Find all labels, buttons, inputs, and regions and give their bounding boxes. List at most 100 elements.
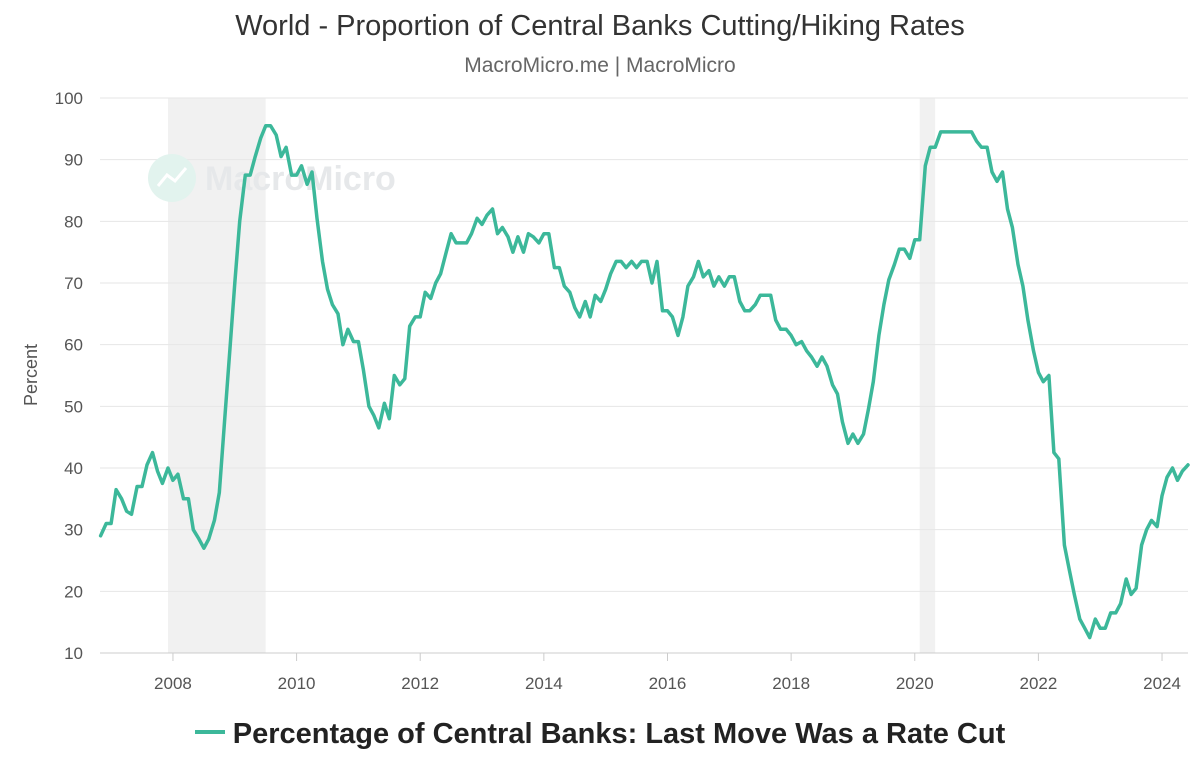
data-point[interactable] — [1078, 618, 1081, 620]
data-point[interactable] — [620, 260, 622, 263]
data-point[interactable] — [666, 309, 669, 312]
data-point[interactable] — [326, 288, 329, 291]
data-point[interactable] — [1150, 519, 1153, 522]
data-point[interactable] — [1176, 479, 1179, 482]
data-point[interactable] — [1032, 349, 1035, 352]
data-point[interactable] — [115, 488, 117, 491]
data-point[interactable] — [821, 356, 823, 358]
data-point[interactable] — [136, 485, 139, 488]
data-point[interactable] — [1088, 636, 1091, 639]
data-point[interactable] — [558, 266, 561, 269]
data-point[interactable] — [507, 235, 509, 238]
data-point[interactable] — [455, 242, 457, 244]
data-point[interactable] — [543, 232, 545, 235]
data-point[interactable] — [1104, 627, 1107, 630]
data-point[interactable] — [939, 131, 942, 133]
data-point[interactable] — [393, 374, 396, 377]
data-point[interactable] — [898, 248, 901, 251]
data-point[interactable] — [986, 146, 988, 149]
data-point[interactable] — [1161, 494, 1163, 497]
data-point[interactable] — [991, 171, 993, 173]
data-point[interactable] — [661, 309, 664, 312]
data-point[interactable] — [496, 232, 499, 235]
data-point[interactable] — [862, 433, 865, 435]
data-point[interactable] — [1181, 470, 1184, 472]
data-point[interactable] — [321, 260, 324, 263]
data-point[interactable] — [187, 497, 190, 500]
data-point[interactable] — [682, 316, 684, 318]
data-point[interactable] — [692, 275, 695, 278]
data-point[interactable] — [816, 365, 818, 368]
data-point[interactable] — [213, 519, 216, 522]
data-point[interactable] — [445, 251, 448, 254]
data-point[interactable] — [429, 297, 432, 300]
data-point[interactable] — [769, 294, 772, 297]
data-point[interactable] — [342, 343, 344, 346]
data-point[interactable] — [656, 260, 658, 263]
data-point[interactable] — [1094, 618, 1097, 620]
data-point[interactable] — [805, 349, 808, 352]
data-point[interactable] — [929, 146, 932, 149]
data-point[interactable] — [249, 174, 252, 177]
data-point[interactable] — [887, 279, 890, 281]
data-point[interactable] — [1130, 593, 1132, 596]
data-point[interactable] — [646, 260, 648, 263]
data-point[interactable] — [970, 131, 973, 133]
data-point[interactable] — [357, 340, 360, 343]
data-point[interactable] — [238, 220, 241, 223]
data-point[interactable] — [594, 294, 597, 297]
data-point[interactable] — [1135, 587, 1137, 590]
data-point[interactable] — [563, 285, 566, 287]
data-point[interactable] — [774, 319, 777, 321]
data-point[interactable] — [398, 383, 401, 386]
data-point[interactable] — [553, 266, 556, 269]
data-point[interactable] — [352, 340, 355, 343]
data-point[interactable] — [1022, 285, 1024, 287]
data-point[interactable] — [233, 282, 236, 284]
data-point[interactable] — [110, 522, 112, 525]
data-point[interactable] — [1083, 627, 1086, 630]
data-point[interactable] — [615, 260, 618, 263]
data-point[interactable] — [161, 482, 164, 485]
data-point[interactable] — [141, 485, 143, 488]
data-point[interactable] — [156, 470, 159, 472]
data-point[interactable] — [1048, 374, 1050, 377]
data-point[interactable] — [1017, 263, 1019, 266]
data-point[interactable] — [630, 260, 633, 263]
data-point[interactable] — [743, 309, 746, 312]
data-point[interactable] — [1187, 464, 1189, 466]
data-point[interactable] — [609, 272, 612, 275]
data-point[interactable] — [785, 328, 788, 331]
data-point[interactable] — [944, 131, 947, 133]
data-point[interactable] — [362, 368, 365, 371]
data-point[interactable] — [532, 235, 535, 238]
data-point[interactable] — [146, 464, 148, 466]
data-point[interactable] — [1166, 476, 1168, 479]
data-point[interactable] — [501, 226, 504, 229]
data-point[interactable] — [99, 534, 102, 537]
data-point[interactable] — [934, 146, 937, 149]
data-point[interactable] — [677, 334, 679, 337]
data-point[interactable] — [491, 208, 494, 210]
data-point[interactable] — [733, 275, 736, 278]
data-point[interactable] — [878, 334, 880, 337]
data-point[interactable] — [857, 442, 859, 445]
data-point[interactable] — [589, 316, 592, 318]
data-point[interactable] — [228, 349, 231, 352]
data-point[interactable] — [867, 408, 870, 411]
data-point[interactable] — [1171, 467, 1174, 469]
data-point[interactable] — [584, 300, 587, 303]
data-point[interactable] — [748, 309, 751, 312]
data-point[interactable] — [383, 402, 386, 405]
data-point[interactable] — [1156, 525, 1158, 528]
data-point[interactable] — [388, 417, 391, 420]
data-point[interactable] — [980, 146, 983, 149]
data-point[interactable] — [275, 134, 278, 136]
data-point[interactable] — [264, 124, 267, 127]
data-point[interactable] — [671, 316, 674, 318]
data-point[interactable] — [337, 312, 339, 315]
data-point[interactable] — [599, 300, 602, 303]
legend[interactable]: Percentage of Central Banks: Last Move W… — [0, 718, 1200, 751]
data-point[interactable] — [120, 497, 123, 500]
data-point[interactable] — [918, 238, 921, 241]
